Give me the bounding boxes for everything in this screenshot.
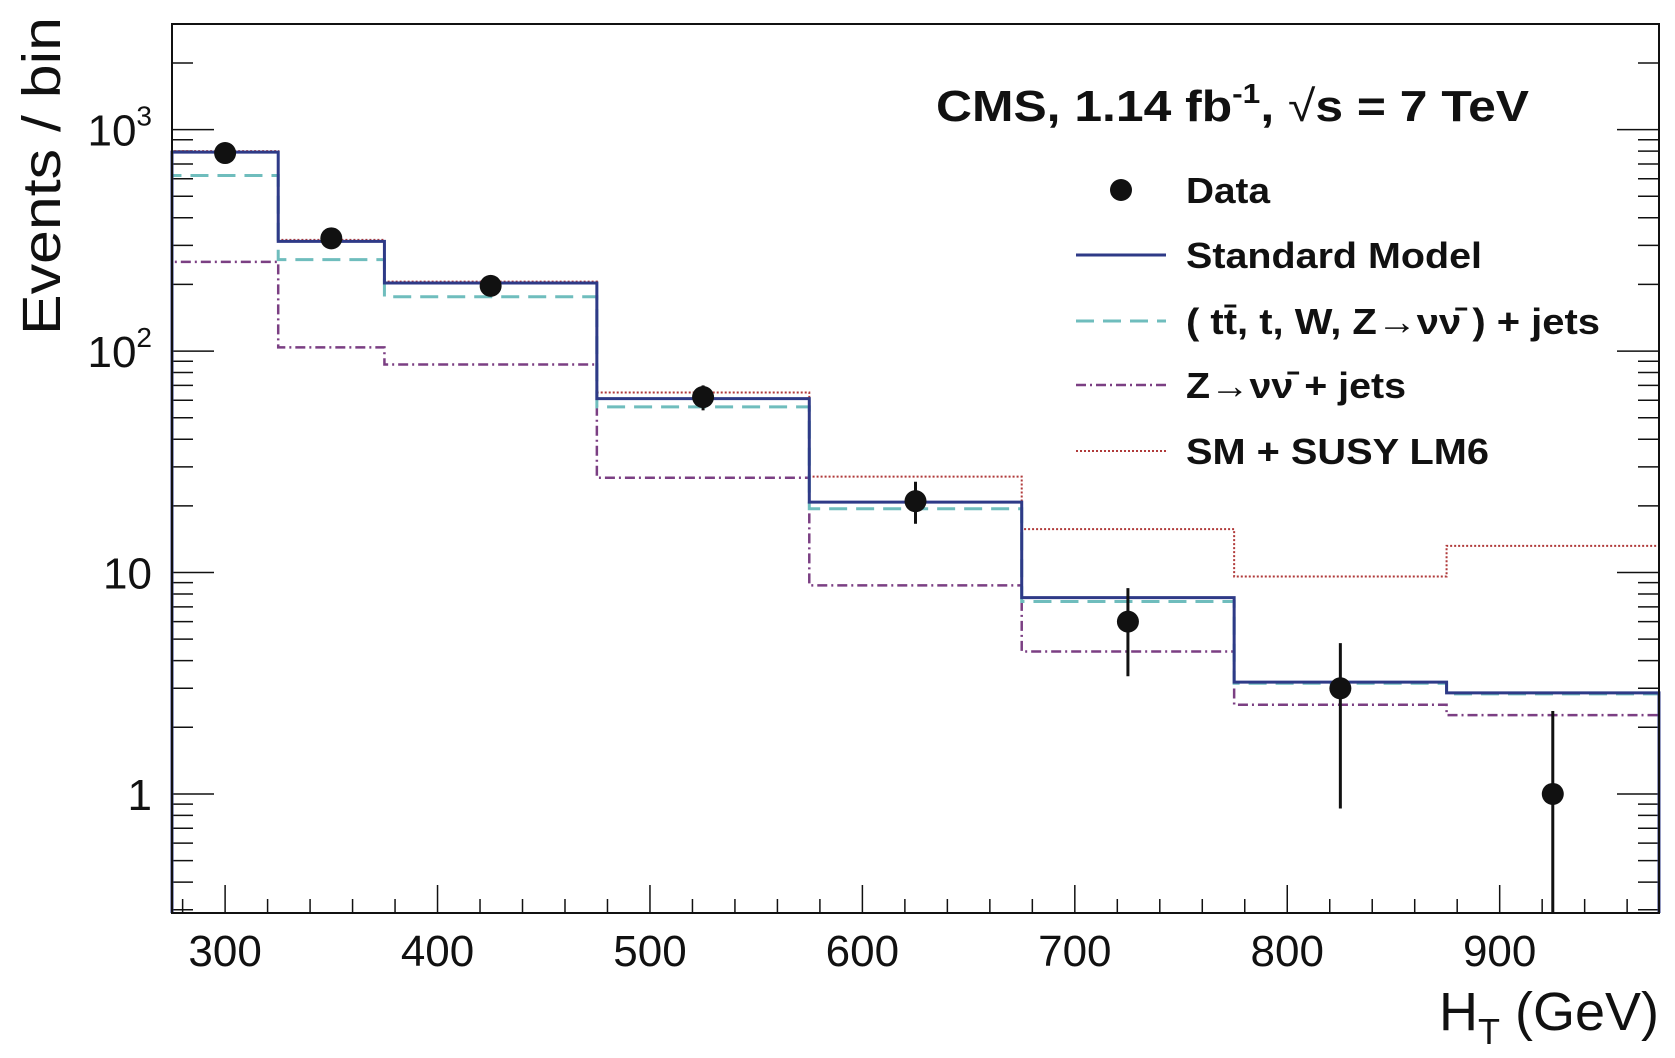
x-tick-label: 400 — [401, 927, 474, 976]
x-tick-label: 700 — [1038, 927, 1111, 976]
y-tick-label: 1 — [128, 771, 152, 820]
chart-title: CMS, 1.14 fb -1, √s = 7 TeV — [936, 78, 1530, 131]
data-point — [214, 142, 237, 165]
legend-label: Z→νν̄ + jets — [1186, 365, 1406, 406]
histogram-dashdot — [170, 260, 1661, 913]
axis-ticks — [172, 23, 1659, 913]
legend-marker-data — [1110, 179, 1132, 201]
series-layer — [170, 150, 1661, 913]
legend-label: Standard Model — [1186, 235, 1482, 276]
x-tick-label: 800 — [1251, 927, 1324, 976]
legend-label: Data — [1186, 170, 1271, 211]
legend-label: ( tt̄, t, W, Z→νν̄ ) + jets — [1186, 301, 1600, 342]
x-axis-label: HT (GeV) — [1439, 982, 1659, 1052]
y-axis-label: Events / bin — [12, 17, 72, 335]
y-tick-label: 102 — [87, 322, 152, 377]
data-point — [479, 274, 502, 297]
data-point — [904, 490, 927, 513]
x-tick-label: 900 — [1463, 927, 1536, 976]
histogram-dashed — [170, 173, 1661, 913]
data-point — [320, 227, 343, 250]
y-tick-label: 103 — [87, 101, 152, 156]
data-point — [1329, 677, 1352, 700]
data-point — [692, 386, 715, 409]
plot-frame — [171, 23, 1660, 914]
y-tick-label: 10 — [103, 550, 152, 599]
x-tick-label: 600 — [826, 927, 899, 976]
histogram-solid — [170, 150, 1661, 913]
data-points — [214, 142, 1564, 913]
data-point — [1541, 782, 1564, 805]
x-tick-label: 300 — [188, 927, 261, 976]
data-point — [1116, 610, 1139, 633]
tick-labels: 300 400 500 600 700 800 900 1 10 102 103 — [87, 101, 1536, 976]
legend-label: SM + SUSY LM6 — [1186, 431, 1489, 472]
legend: Data Standard Model ( tt̄, t, W, Z→νν̄ ) +… — [1076, 170, 1600, 472]
x-tick-label: 500 — [613, 927, 686, 976]
